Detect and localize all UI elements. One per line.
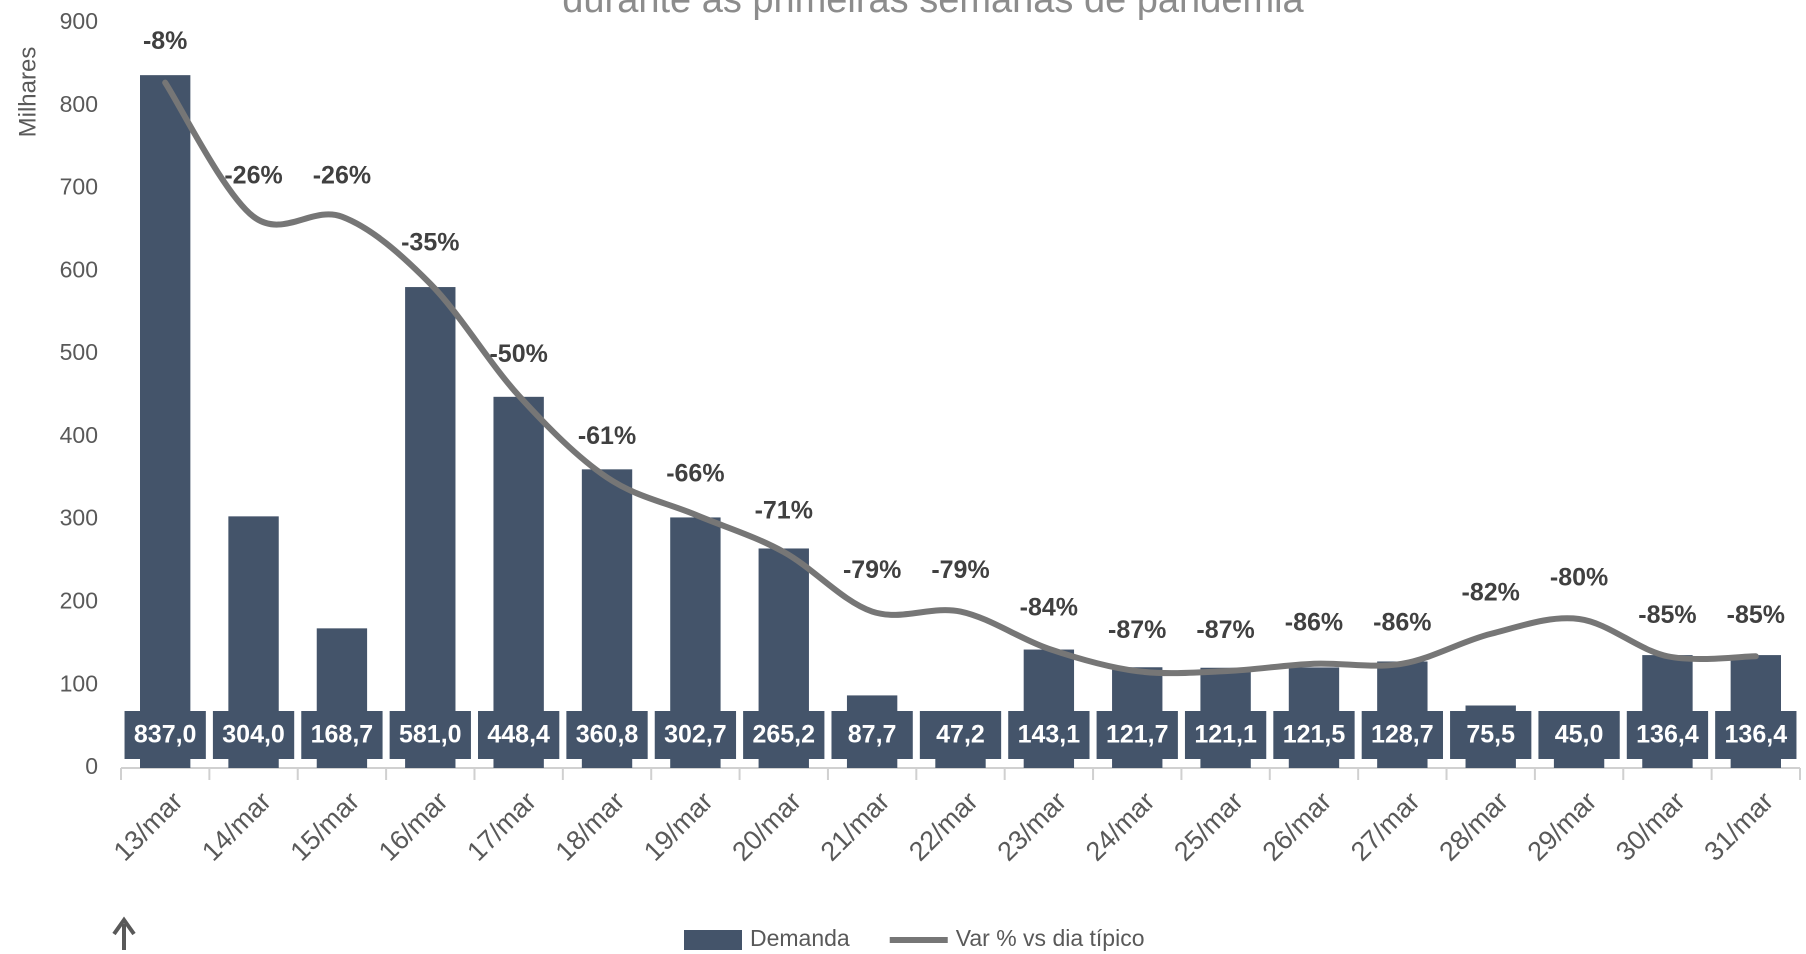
bar-value-label: 360,8 — [576, 721, 639, 749]
line-value-label: -86% — [1285, 608, 1343, 636]
line-value-label: -80% — [1550, 564, 1608, 592]
value-label-box — [919, 711, 1002, 759]
line — [162, 79, 1759, 677]
y-tick-label: 800 — [60, 91, 98, 117]
y-tick-label: 200 — [60, 588, 98, 614]
x-tick-label: 26/mar — [1257, 786, 1338, 867]
y-tick-label: 900 — [60, 8, 98, 34]
x-tick-label: 31/mar — [1698, 786, 1779, 867]
line-value-label: -79% — [931, 556, 989, 584]
value-label-box — [124, 711, 206, 759]
value-label-box — [1184, 711, 1267, 759]
value-label-box — [1096, 711, 1178, 759]
bar — [493, 396, 544, 768]
line-value-label: -85% — [1638, 601, 1696, 629]
bar-value-label: 168,7 — [311, 721, 374, 749]
bar-value-label: 304,0 — [222, 721, 285, 749]
y-tick-label: 100 — [60, 670, 98, 696]
line-value-label: -87% — [1196, 616, 1254, 644]
legend-swatch — [684, 930, 742, 950]
bar-value-label: 75,5 — [1466, 721, 1515, 749]
value-label-box — [566, 711, 648, 759]
line-value-label: -26% — [224, 161, 282, 189]
y-tick-label: 700 — [60, 174, 98, 200]
line-value-label: -50% — [489, 340, 547, 368]
line-value-label: -84% — [1020, 593, 1078, 621]
value-label-box — [743, 711, 825, 759]
bar-value-label: 265,2 — [752, 721, 815, 749]
legend-label: Var % vs dia típico — [956, 925, 1145, 951]
y-tick-label: 600 — [60, 256, 98, 282]
line-value-label: -86% — [1373, 608, 1431, 636]
x-tick-label: 30/mar — [1610, 786, 1691, 867]
value-label-box — [1450, 711, 1532, 759]
bar-value-label: 136,4 — [1725, 721, 1788, 749]
y-tick-label: 500 — [60, 339, 98, 365]
x-tick-label: 22/mar — [903, 786, 984, 867]
x-tick-label: 19/mar — [638, 786, 719, 867]
line-value-label: -82% — [1462, 579, 1520, 607]
value-label-box — [1008, 711, 1090, 759]
x-tick-label: 16/mar — [373, 786, 454, 867]
bar-value-label: 128,7 — [1371, 721, 1434, 749]
chart-title: durante as primeiras semanas de pandemia — [562, 0, 1304, 21]
value-label-box — [1715, 711, 1797, 759]
bar-value-label: 581,0 — [399, 721, 462, 749]
value-label-box — [478, 711, 560, 759]
x-tick-label: 25/mar — [1168, 786, 1249, 867]
line-value-label: -66% — [666, 459, 724, 487]
y-tick-label: 300 — [60, 505, 98, 531]
value-label-box — [1273, 711, 1355, 759]
bar-value-label: 121,5 — [1283, 721, 1346, 749]
x-tick-label: 28/mar — [1433, 786, 1514, 867]
value-label-box — [831, 711, 913, 759]
bar-value-label: 87,7 — [848, 721, 897, 749]
bar — [139, 75, 191, 768]
x-tick-label: 17/mar — [461, 786, 542, 867]
bar-value-label: 121,7 — [1106, 721, 1169, 749]
value-label-box — [212, 711, 295, 759]
x-tick-label: 24/mar — [1080, 786, 1161, 867]
x-tick-label: 29/mar — [1522, 786, 1603, 867]
line-value-label: -26% — [313, 161, 371, 189]
bar — [405, 287, 456, 768]
value-label-box — [1626, 711, 1709, 759]
line-value-label: -71% — [755, 497, 813, 525]
line-value-label: -35% — [401, 228, 459, 256]
arrow-icon — [112, 916, 136, 950]
line-value-label: -85% — [1727, 601, 1785, 629]
value-label-box — [1361, 711, 1443, 759]
value-label-box — [654, 711, 737, 759]
line-value-label: -79% — [843, 556, 901, 584]
value-label-box — [301, 711, 383, 759]
x-tick-label: 14/mar — [196, 786, 277, 867]
bar-value-label: 45,0 — [1555, 721, 1604, 749]
x-tick-label: 18/mar — [550, 786, 631, 867]
x-tick-label: 13/mar — [108, 786, 189, 867]
bar-value-label: 136,4 — [1636, 721, 1699, 749]
y-axis-label: Milhares — [14, 47, 41, 138]
x-tick-label: 21/mar — [815, 786, 896, 867]
legend-label: Demanda — [750, 925, 850, 951]
bar-value-label: 448,4 — [487, 721, 550, 749]
bar-value-label: 837,0 — [134, 721, 197, 749]
x-tick-label: 23/mar — [992, 786, 1073, 867]
x-tick-label: 27/mar — [1345, 786, 1426, 867]
line-value-label: -61% — [578, 422, 636, 450]
bar-value-label: 47,2 — [936, 721, 985, 749]
y-tick-label: 0 — [85, 753, 98, 779]
line-value-label: -8% — [143, 27, 187, 55]
bar-value-label: 302,7 — [664, 721, 727, 749]
x-tick-label: 20/mar — [726, 786, 807, 867]
value-label-box — [1538, 711, 1620, 759]
bar-value-label: 121,1 — [1194, 721, 1257, 749]
value-label-box — [389, 711, 471, 759]
y-tick-label: 400 — [60, 422, 98, 448]
x-tick-label: 15/mar — [285, 786, 366, 867]
line-value-label: -87% — [1108, 616, 1166, 644]
bar-value-label: 143,1 — [1018, 721, 1081, 749]
